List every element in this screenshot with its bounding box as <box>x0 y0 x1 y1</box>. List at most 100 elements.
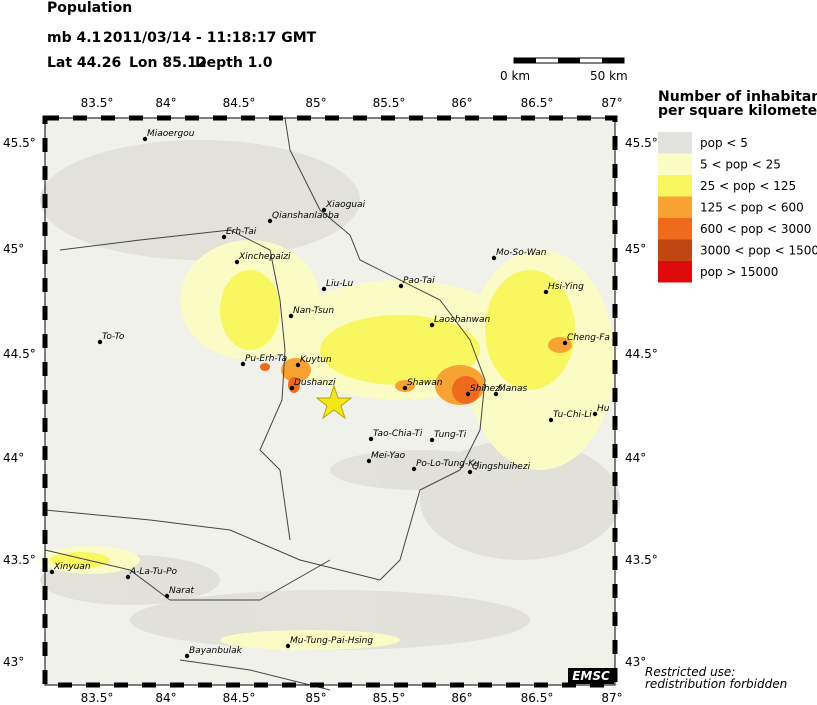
city-dot <box>429 437 435 443</box>
lon-label: 83.5° <box>81 691 114 705</box>
city-dot <box>543 289 549 295</box>
city-dot <box>402 385 408 391</box>
legend-label: pop < 5 <box>700 136 748 150</box>
city-label: Nan-Tsun <box>293 306 334 316</box>
lat-label: 44° <box>3 451 24 465</box>
city-dot <box>465 391 471 397</box>
lon-label: 84.5° <box>223 96 256 110</box>
lon-label: 84° <box>155 691 176 705</box>
city-dot <box>49 569 55 575</box>
legend-title: Number of inhabitants <box>658 89 817 105</box>
legend-swatch <box>658 261 692 283</box>
epicenter <box>315 384 353 420</box>
city-dot <box>467 469 473 475</box>
scale-bar <box>513 57 625 64</box>
city-dot <box>368 436 374 442</box>
legend-swatch <box>658 175 692 197</box>
lat: Lat 44.26 <box>47 55 121 71</box>
city-dot <box>493 391 499 397</box>
city-label: Manas <box>498 384 527 394</box>
city-label: To-To <box>102 332 125 342</box>
city-dot <box>142 136 148 142</box>
city-dot <box>398 283 404 289</box>
city-label: Mu-Tung-Pai-Hsing <box>290 636 373 646</box>
lat-label: 43.5° <box>3 553 36 567</box>
city-label: Hsi-Ying <box>548 282 584 292</box>
legend-label: 125 < pop < 600 <box>700 201 804 215</box>
city-label: Mei-Yao <box>371 451 406 461</box>
city-label: Shawan <box>407 378 443 388</box>
title: Population <box>47 0 132 16</box>
legend-swatch <box>658 153 692 175</box>
city-label: Miaoergou <box>147 129 195 139</box>
city-dot <box>429 322 435 328</box>
scale-end: 50 km <box>590 69 628 83</box>
lon: Lon 85.12 <box>129 55 207 71</box>
city-label: Qianshanlaoba <box>272 211 339 221</box>
legend-title: per square kilometer <box>658 103 817 119</box>
lat-label: 43° <box>625 655 646 669</box>
legend-swatch <box>658 132 692 154</box>
magnitude: mb 4.1 <box>47 30 101 46</box>
city-label: Bayanbulak <box>189 646 243 656</box>
city-label: Erh-Tai <box>226 227 257 237</box>
city-dot <box>289 385 295 391</box>
legend-label: 25 < pop < 125 <box>700 179 796 193</box>
city-dot <box>267 218 273 224</box>
city-label: Po-Lo-Tung-Ku <box>416 459 480 469</box>
lon-label: 85° <box>305 96 326 110</box>
lon-label: 84.5° <box>223 691 256 705</box>
depth: Depth 1.0 <box>195 55 273 71</box>
city-label: Pao-Tai <box>403 276 435 286</box>
lon-label: 87° <box>601 96 622 110</box>
lat-label: 44° <box>625 451 646 465</box>
lon-label: 85.5° <box>373 96 406 110</box>
city-dot <box>234 259 240 265</box>
city-dot <box>240 361 246 367</box>
city-label: Tao-Chia-Ti <box>373 429 423 439</box>
legend-label: 5 < pop < 25 <box>700 158 781 172</box>
city-dot <box>366 458 372 464</box>
city-dot <box>548 417 554 423</box>
notice-line: redistribution forbidden <box>645 677 787 691</box>
lon-label: 85.5° <box>373 691 406 705</box>
lat-label: 45.5° <box>625 136 658 150</box>
lat-label: 44.5° <box>3 347 36 361</box>
legend-swatch <box>658 239 692 261</box>
city-label: Kuytun <box>300 355 332 365</box>
city-label: A-La-Tu-Po <box>129 567 177 577</box>
datetime: 2011/03/14 - 11:18:17 GMT <box>103 30 317 46</box>
logo: EMSC <box>572 669 610 683</box>
map <box>40 115 620 691</box>
city-dot <box>221 234 227 240</box>
lat-label: 44.5° <box>625 347 658 361</box>
city-label: Mo-So-Wan <box>496 248 547 258</box>
city-dot <box>184 653 190 659</box>
lat-label: 45° <box>625 242 646 256</box>
scale-start: 0 km <box>500 69 530 83</box>
city-label: Xinyuan <box>53 562 91 572</box>
city-dot <box>164 593 170 599</box>
city-label: Dushanzi <box>294 378 336 388</box>
city-dot <box>321 286 327 292</box>
city-dot <box>295 362 301 368</box>
lat-label: 43° <box>3 655 24 669</box>
lat-label: 45° <box>3 242 24 256</box>
city-label: Laoshanwan <box>434 315 491 325</box>
lon-label: 85° <box>305 691 326 705</box>
city-dot <box>562 340 568 346</box>
city-label: Tu-Chi-Li <box>553 410 592 420</box>
city-label: Qingshuihezi <box>472 462 531 472</box>
city-label: Shihezi <box>470 384 503 394</box>
city-dot <box>125 574 131 580</box>
lon-label: 87° <box>601 691 622 705</box>
lon-label: 86.5° <box>521 96 554 110</box>
city-label: Xinchepaizi <box>238 252 291 262</box>
city-dot <box>592 411 598 417</box>
city-label: Xiaoguai <box>325 200 366 210</box>
city-dot <box>288 313 294 319</box>
city-label: Pu-Erh-Ta <box>245 354 287 364</box>
notice-line: Restricted use: <box>645 665 735 679</box>
city-dot <box>411 466 417 472</box>
